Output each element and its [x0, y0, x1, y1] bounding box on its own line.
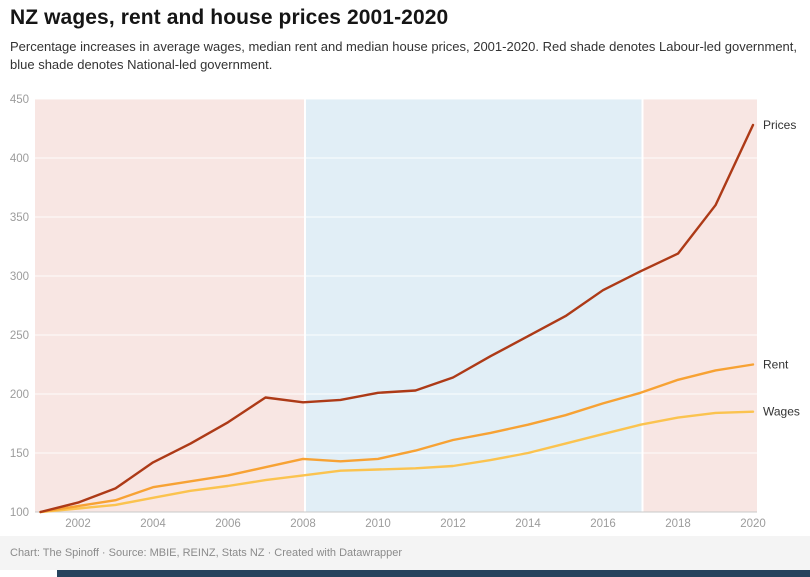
shade-region-2: [642, 99, 757, 512]
x-tick-label-2016: 2016: [590, 518, 616, 530]
y-tick-label-150: 150: [10, 448, 29, 460]
y-tick-label-250: 250: [10, 330, 29, 342]
bottom-bar-fill: [57, 570, 810, 577]
shade-region-0: [35, 99, 305, 512]
x-tick-label-2014: 2014: [515, 518, 541, 530]
series-label-wages: Wages: [763, 405, 800, 419]
x-tick-label-2002: 2002: [65, 518, 91, 530]
series-line-wages: [39, 410, 755, 514]
shade-region-1: [305, 99, 643, 512]
chart-title: NZ wages, rent and house prices 2001-202…: [10, 6, 449, 29]
x-tick-label-2012: 2012: [440, 518, 466, 530]
chart-footer: Chart: The Spinoff · Source: MBIE, REINZ…: [0, 536, 810, 570]
chart-description: Percentage increases in average wages, m…: [10, 38, 802, 73]
x-tick-label-2020: 2020: [740, 518, 766, 530]
series-line-prices: [39, 123, 755, 514]
x-tick-label-2008: 2008: [290, 518, 316, 530]
credit-text: Chart: The Spinoff · Source: MBIE, REINZ…: [10, 547, 403, 559]
chart-description-line-1: Percentage increases in average wages, m…: [10, 39, 798, 54]
x-tick-label-2004: 2004: [140, 518, 166, 530]
x-tick-label-2010: 2010: [365, 518, 391, 530]
y-tick-label-200: 200: [10, 389, 29, 401]
chart-canvas: 100 150 200 250 300 350 400 450 2002 2004 2006 2008…: [0, 85, 810, 535]
line-chart-svg: 100 150 200 250 300 350 400 450 2002 2004 2006 2008…: [10, 94, 800, 530]
bottom-bar: [0, 570, 810, 577]
series-label-prices: Prices: [763, 118, 796, 132]
chart-description-line-2: blue shade denotes National-led governme…: [10, 56, 273, 72]
x-tick-label-2006: 2006: [215, 518, 241, 530]
series-line-rent: [39, 363, 755, 514]
x-tick-label-2018: 2018: [665, 518, 691, 530]
y-tick-label-400: 400: [10, 153, 29, 165]
y-tick-label-450: 450: [10, 94, 29, 106]
y-tick-label-100: 100: [10, 507, 29, 519]
series-label-rent: Rent: [763, 358, 789, 372]
y-tick-label-300: 300: [10, 271, 29, 283]
y-tick-label-350: 350: [10, 212, 29, 224]
